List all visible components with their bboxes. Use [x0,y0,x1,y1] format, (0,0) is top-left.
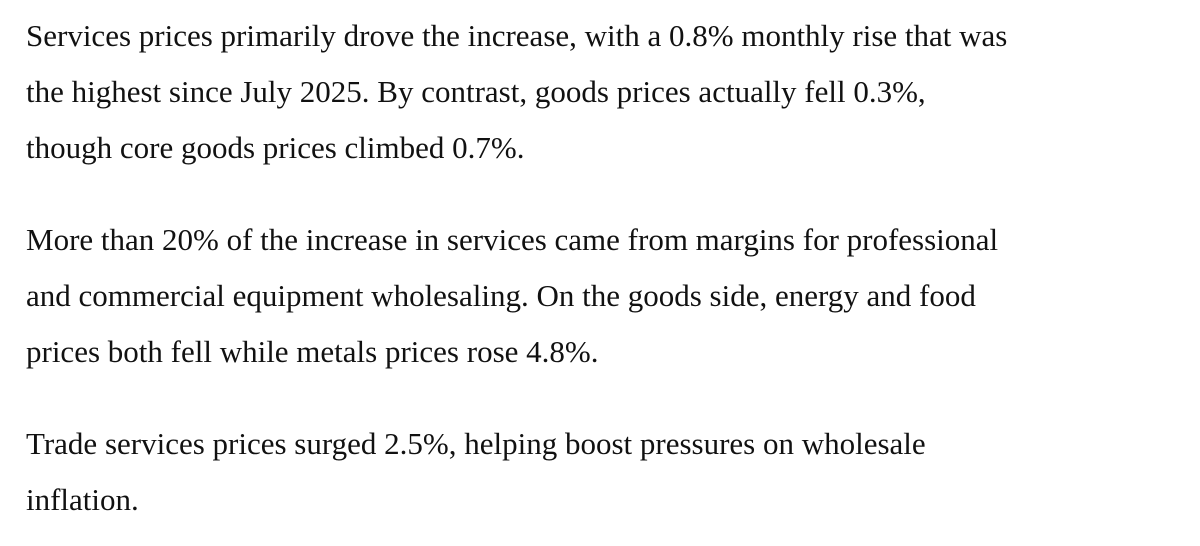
article-body: Services prices primarily drove the incr… [26,18,1008,517]
paragraph-services-prices: Services prices primarily drove the incr… [26,18,1008,165]
paragraph-services-margins: More than 20% of the increase in service… [26,222,999,369]
paragraph-trade-services: Trade services prices surged 2.5%, helpi… [26,426,926,517]
